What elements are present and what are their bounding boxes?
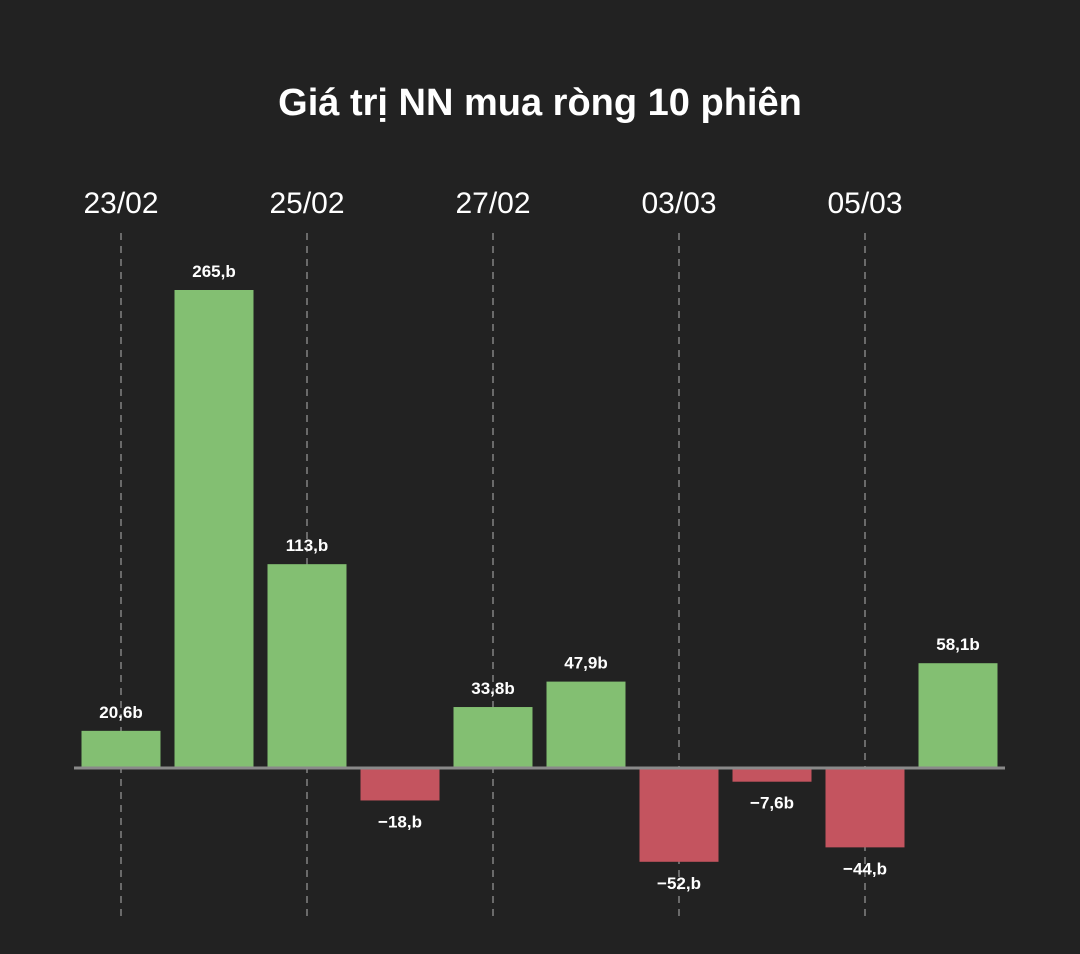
data-label: 58,1b: [936, 635, 979, 654]
x-tick-label: 25/02: [269, 187, 344, 220]
data-label: 33,8b: [471, 679, 514, 698]
bar: [918, 663, 998, 768]
bar: [825, 768, 905, 848]
bar: [267, 564, 347, 768]
bar: [732, 768, 812, 782]
data-label: −7,6b: [750, 794, 794, 813]
x-tick-label: 27/02: [455, 187, 530, 220]
bars: [81, 290, 998, 862]
data-label: 113,b: [286, 536, 329, 555]
data-label: −52,b: [657, 874, 701, 893]
bar: [639, 768, 719, 862]
x-tick-labels: 23/02 25/02 27/02 03/03 05/03: [83, 187, 902, 220]
bar: [81, 730, 161, 768]
x-tick-label: 05/03: [827, 187, 902, 220]
data-label: −18,b: [378, 812, 422, 831]
x-tick-label: 23/02: [83, 187, 158, 220]
bar: [546, 681, 626, 768]
data-label: 265,b: [192, 262, 235, 281]
x-tick-label: 03/03: [641, 187, 716, 220]
data-label: 20,6b: [99, 703, 142, 722]
data-label: 47,9b: [564, 654, 607, 673]
data-label: −44,b: [843, 859, 887, 878]
bar: [360, 768, 440, 801]
data-labels: 20,6b 265,b 113,b −18,b 33,8b 47,9b −52,b −7,6b…: [99, 262, 979, 893]
bar: [174, 290, 254, 768]
chart-title: Giá trị NN mua ròng 10 phiên: [278, 82, 802, 124]
bar: [453, 707, 533, 768]
